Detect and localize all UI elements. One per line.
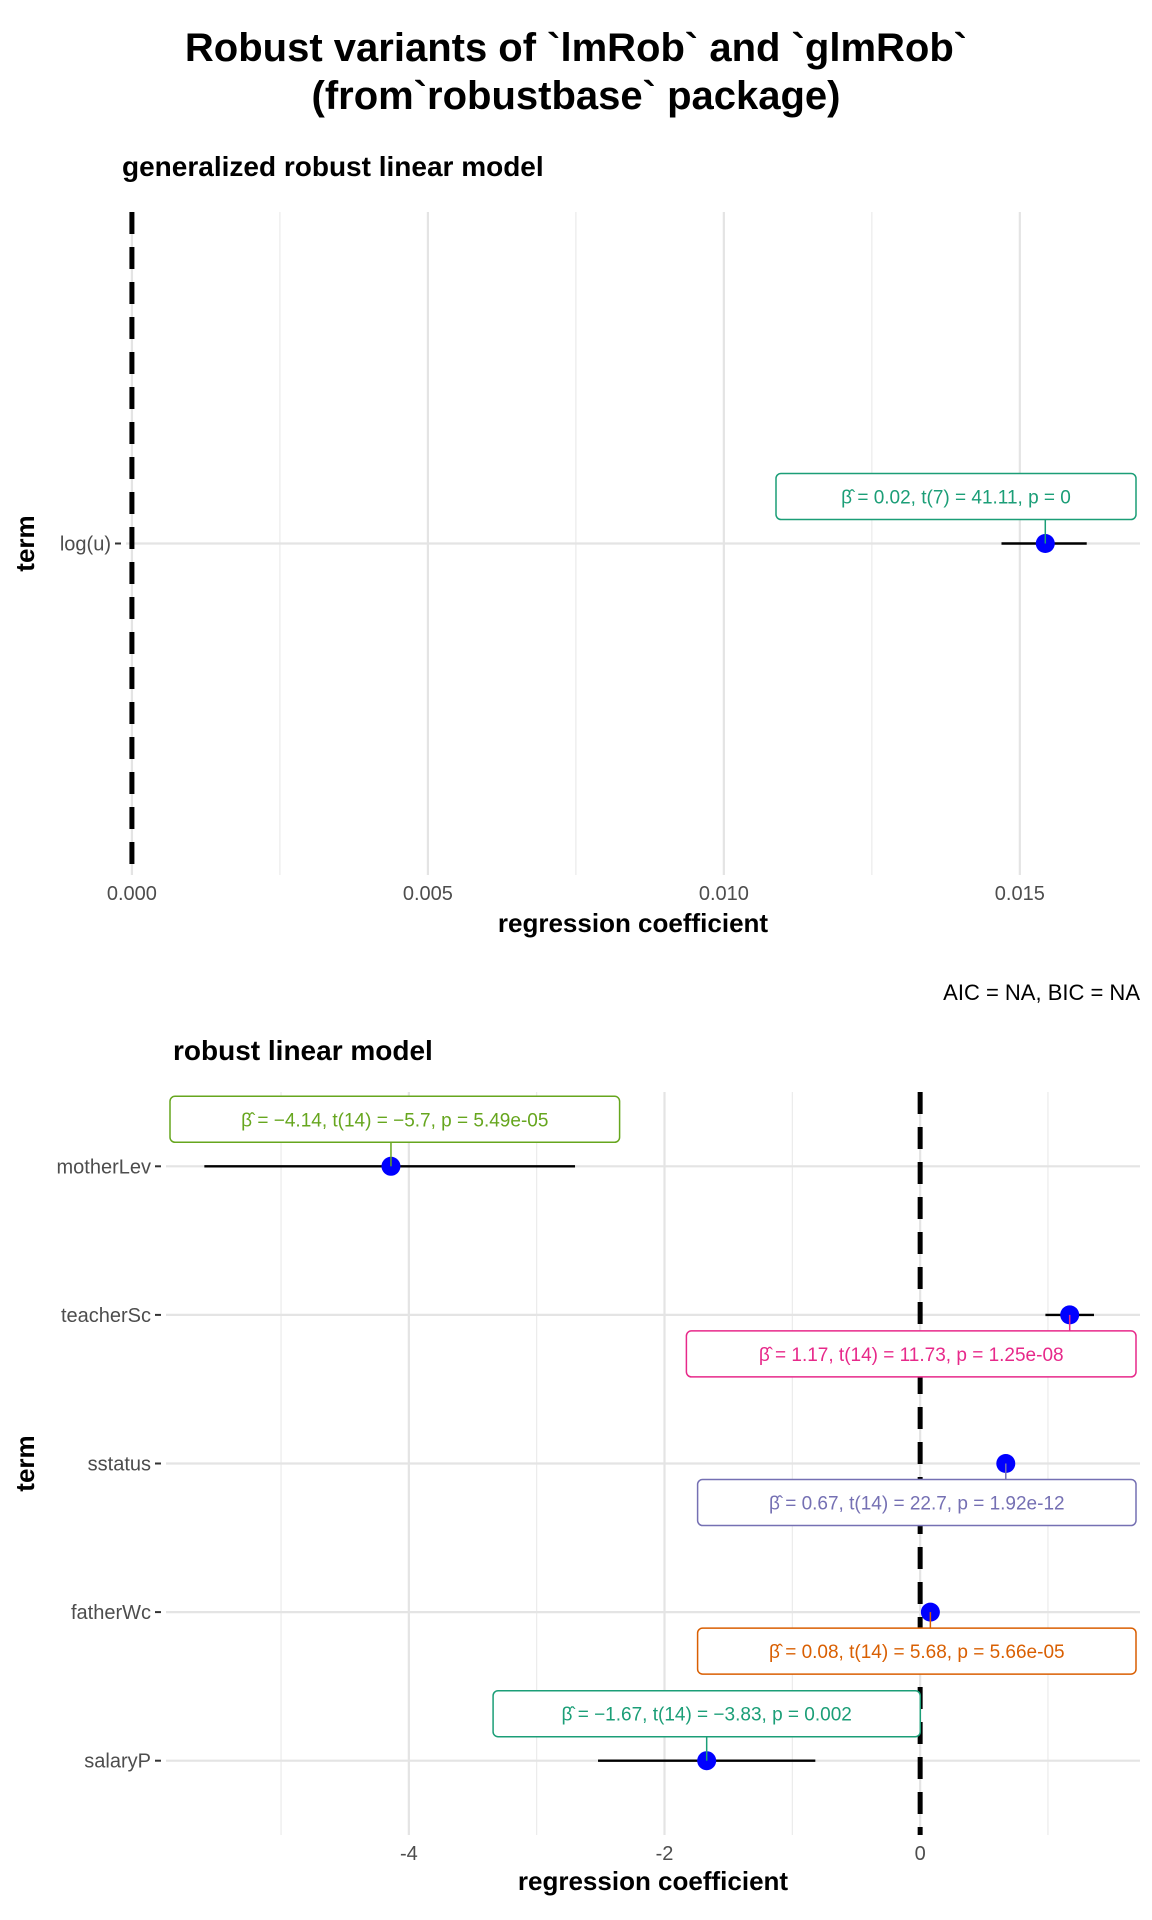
- figure-title-line2: (from`robustbase` package): [311, 74, 841, 118]
- y-tick-label: teacherSc: [61, 1305, 151, 1327]
- y-axis-label: term: [10, 515, 40, 571]
- y-tick-label: log(u): [60, 534, 111, 556]
- y-tick-label: motherLev: [57, 1156, 152, 1178]
- chart-2: -4 -2 0 motherLev teacherSc sstatus fatherWc sa…: [10, 980, 1140, 1896]
- x-tick-label: 0: [915, 1843, 926, 1865]
- label-box: [685, 1330, 1137, 1378]
- x-tick-label: -4: [400, 1843, 418, 1865]
- x-tick-label: 0.010: [699, 883, 749, 905]
- label-box: [696, 1627, 1137, 1675]
- x-tick-label: 0.005: [403, 883, 453, 905]
- figure-title-line1: Robust variants of `lmRob` and `glmRob`: [184, 26, 968, 70]
- y-axis-label: term: [10, 1435, 40, 1491]
- estimate-label: β̂ = 1.17, t(14) = 11.73, p = 1.25e-08: [759, 1345, 1064, 1366]
- chart-1: 0.000 0.005 0.010 0.015 log(u) β̂ = 0.02, t(7…: [10, 151, 1140, 938]
- x-axis-label: regression coefficient: [518, 1866, 789, 1896]
- estimate-label: β̂ = 0.02, t(7) = 41.11, p = 0: [841, 488, 1071, 509]
- label-box: [696, 1478, 1137, 1527]
- y-tick-label: sstatus: [88, 1454, 151, 1476]
- estimate-label: β̂ = 0.08, t(14) = 5.68, p = 5.66e-05: [769, 1642, 1065, 1663]
- y-tick-label: salaryP: [84, 1751, 151, 1773]
- figure-title: Robust variants of `lmRob` and `glmRob` …: [0, 24, 1152, 120]
- panel-title: robust linear model: [173, 1035, 433, 1066]
- x-tick-label: 0.000: [107, 883, 157, 905]
- x-tick-label: -2: [656, 1843, 674, 1865]
- estimate-label: β̂ = −4.14, t(14) = −5.7, p = 5.49e-05: [241, 1110, 548, 1131]
- y-tick-label: fatherWc: [71, 1602, 151, 1624]
- label-box: [169, 1095, 621, 1144]
- x-tick-label: 0.015: [995, 883, 1045, 905]
- chart-caption: AIC = NA, BIC = NA: [943, 980, 1140, 1005]
- x-axis-label: regression coefficient: [498, 908, 769, 938]
- label-box: [492, 1689, 922, 1738]
- estimate-label: β̂ = 0.67, t(14) = 22.7, p = 1.92e-12: [769, 1494, 1065, 1515]
- panel-title: generalized robust linear model: [122, 151, 544, 182]
- label-box: [775, 472, 1137, 521]
- estimate-label: β̂ = −1.67, t(14) = −3.83, p = 0.002: [562, 1705, 852, 1726]
